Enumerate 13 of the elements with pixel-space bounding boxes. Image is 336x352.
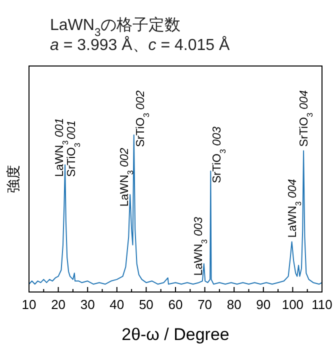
x-tick-label: 70 (198, 297, 212, 312)
x-tick-label: 110 (312, 297, 332, 312)
x-tick-label: 40 (110, 297, 124, 312)
x-tick-label: 50 (138, 297, 154, 312)
x-tick-label: 100 (282, 297, 304, 312)
x-tick-label: 80 (226, 297, 242, 312)
y-axis-title: 強度 (5, 165, 21, 193)
x-tick-label: 20 (51, 297, 66, 312)
x-tick-label: 30 (80, 297, 95, 312)
x-tick-label: 90 (256, 297, 271, 312)
x-tick-label: 60 (168, 297, 183, 312)
x-axis-title: 2θ-ω / Degree (122, 325, 230, 344)
x-tick-label: 10 (22, 297, 36, 312)
